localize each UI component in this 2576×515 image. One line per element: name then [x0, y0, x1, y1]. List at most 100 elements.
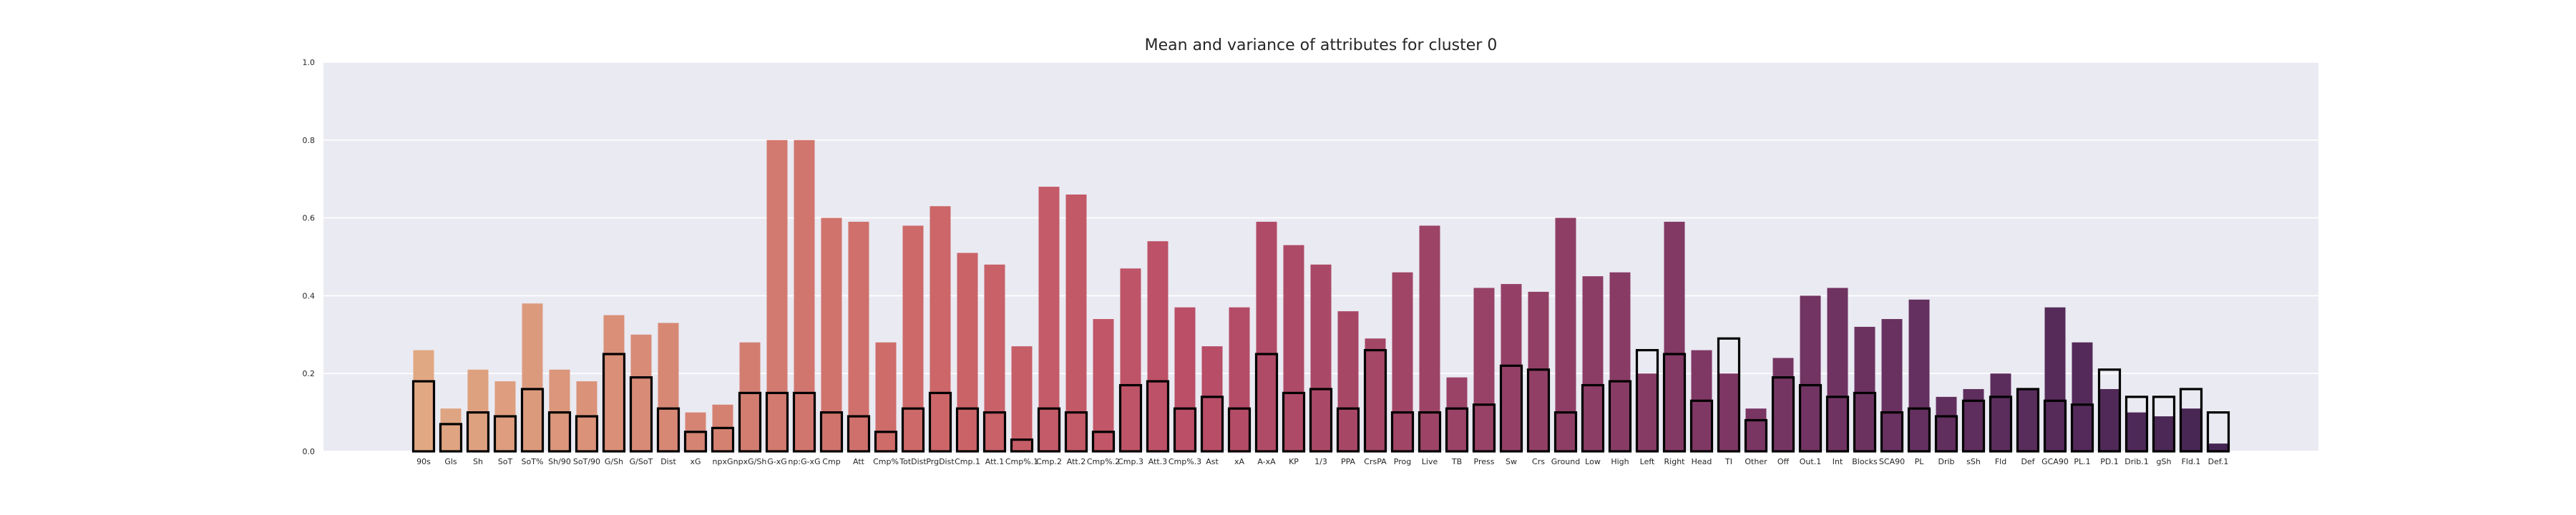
mean-bar	[1093, 319, 1114, 451]
x-tick-label: GCA90	[2041, 457, 2069, 466]
x-tick-label: PL	[1915, 457, 1925, 466]
x-tick-label: Crs	[1532, 457, 1545, 466]
mean-bar	[1827, 288, 1848, 451]
variance-bar	[1853, 391, 1877, 453]
x-tick-label: Drib.1	[2124, 457, 2149, 466]
variance-bar	[1037, 407, 1061, 453]
x-tick-label: Press	[1474, 457, 1495, 466]
mean-bar	[630, 334, 652, 451]
x-tick-label: Cmp	[822, 457, 840, 466]
x-tick-label: Fld.1	[2182, 457, 2201, 466]
variance-bar	[1010, 438, 1034, 453]
variance-bar	[1418, 411, 1442, 453]
mean-bar	[1800, 295, 1821, 451]
variance-bar	[602, 353, 626, 453]
variance-bar	[1880, 411, 1904, 453]
x-tick-label: Cmp.1	[955, 457, 980, 466]
mean-bar	[1582, 276, 1604, 451]
variance-bar	[1608, 380, 1632, 453]
mean-bar	[875, 342, 897, 451]
x-tick-label: Att.3	[1148, 457, 1167, 466]
x-tick-label: KP	[1289, 457, 1299, 466]
x-tick-label: Att	[853, 457, 865, 466]
x-tick-label: A-xA	[1257, 457, 1276, 466]
variance-bar	[547, 411, 572, 453]
variance-bar	[2043, 399, 2067, 453]
x-tick-label: Low	[1585, 457, 1601, 466]
x-tick-label: Int	[1833, 457, 1843, 466]
y-tick-label: 0.0	[303, 447, 316, 456]
mean-bar	[1718, 373, 1740, 451]
mean-bar	[1555, 217, 1576, 451]
variance-bar	[2124, 396, 2149, 453]
mean-bar	[957, 252, 978, 451]
x-tick-label: CrsPA	[1364, 457, 1387, 466]
variance-bar	[656, 407, 680, 453]
mean-bar	[1446, 377, 1468, 451]
variance-bar	[1798, 383, 1823, 453]
mean-bar	[2126, 412, 2147, 451]
variance-bar	[1581, 383, 1605, 453]
variance-bars	[411, 337, 2230, 453]
x-tick-label: Prog	[1394, 457, 1411, 466]
mean-bar	[1419, 225, 1440, 451]
x-tick-label: Cmp%	[873, 457, 899, 466]
x-tick-label: SoT%	[522, 457, 544, 466]
variance-bar	[1282, 391, 1306, 453]
x-tick-label: Live	[1422, 457, 1438, 466]
variance-bar	[575, 415, 599, 453]
x-tick-label: Drib	[1938, 457, 1954, 466]
x-tick-label: sSh	[1966, 457, 1981, 466]
y-tick-label: 0.4	[303, 291, 316, 300]
mean-bar	[1772, 358, 1794, 451]
variance-bar	[1146, 380, 1170, 453]
mean-bar	[1065, 194, 1087, 451]
mean-bar	[2017, 388, 2039, 451]
variance-bar	[683, 431, 708, 453]
x-tick-label: Cmp%.2	[1087, 457, 1120, 466]
variance-bar	[1091, 431, 1116, 453]
variance-bar	[1363, 348, 1387, 453]
x-tick-label: xG	[690, 457, 701, 466]
x-tick-label: Head	[1692, 457, 1712, 466]
x-axis-ticks: 90s Gls Sh SoT SoT% Sh/90 SoT/90 G/Sh G/SoT Dist x…	[416, 457, 2228, 466]
mean-bar	[1501, 284, 1522, 451]
variance-bar	[765, 391, 789, 453]
variance-bar	[901, 407, 925, 453]
variance-bar	[874, 431, 898, 453]
mean-bar	[739, 342, 761, 451]
mean-bar	[1310, 264, 1332, 451]
variance-bar	[711, 426, 735, 453]
mean-bar	[2044, 307, 2066, 451]
variance-bar	[1336, 407, 1360, 453]
variance-bar	[1989, 396, 2013, 453]
x-tick-label: Right	[1664, 457, 1686, 466]
mean-bar	[1664, 222, 1685, 451]
variance-bar	[1825, 396, 1850, 453]
x-tick-label: Def.1	[2208, 457, 2229, 466]
x-tick-label: PrgDist	[926, 457, 955, 466]
variance-bar	[1961, 399, 1986, 453]
variance-bar	[1635, 348, 1659, 453]
variance-bar	[629, 376, 653, 453]
x-tick-label: 1/3	[1314, 457, 1327, 466]
x-tick-label: G-xG	[767, 457, 787, 466]
x-tick-label: PD.1	[2100, 457, 2119, 466]
mean-bar	[1256, 222, 1277, 451]
mean-bar	[930, 206, 951, 451]
mean-bar	[413, 350, 434, 451]
variance-bar	[1309, 388, 1333, 453]
variance-bar	[411, 380, 436, 453]
mean-bar	[1609, 272, 1631, 451]
variance-bar	[493, 415, 517, 453]
mean-bar	[1990, 373, 2011, 451]
variance-bar	[1907, 407, 1931, 453]
x-tick-label: Fld	[1995, 457, 2006, 466]
x-tick-label: Ast	[1206, 457, 1219, 466]
x-tick-label: xA	[1234, 457, 1245, 466]
mean-bar	[1908, 299, 1930, 451]
variance-bar	[2097, 368, 2122, 453]
x-tick-label: Left	[1640, 457, 1655, 466]
x-tick-label: np:G-xG	[788, 457, 820, 466]
